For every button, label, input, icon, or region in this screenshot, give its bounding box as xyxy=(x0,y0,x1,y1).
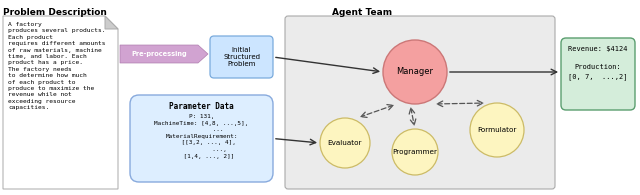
Text: Initial
Structured
Problem: Initial Structured Problem xyxy=(223,46,260,67)
Circle shape xyxy=(392,129,438,175)
Text: Agent Team: Agent Team xyxy=(332,8,392,17)
Text: Formulator: Formulator xyxy=(477,127,516,133)
Text: P: 131,
MachineTime: [4,8, ...,5],
         ...
MaterialRequirement:
    [[3,2, : P: 131, MachineTime: [4,8, ...,5], ... M… xyxy=(154,114,248,159)
Ellipse shape xyxy=(383,40,447,104)
Polygon shape xyxy=(105,16,118,29)
FancyBboxPatch shape xyxy=(210,36,273,78)
Text: Manager: Manager xyxy=(397,67,433,76)
Text: Problem Description: Problem Description xyxy=(3,8,107,17)
Circle shape xyxy=(470,103,524,157)
Polygon shape xyxy=(3,16,118,189)
Text: Pre-processing: Pre-processing xyxy=(131,51,187,57)
FancyBboxPatch shape xyxy=(561,38,635,110)
Text: Revenue: $4124

Production:
[0, 7,  ...,2]: Revenue: $4124 Production: [0, 7, ...,2] xyxy=(568,46,628,80)
Circle shape xyxy=(320,118,370,168)
Text: A factory
produces several products.
Each product
requires different amounts
of : A factory produces several products. Eac… xyxy=(8,22,106,110)
Polygon shape xyxy=(120,45,208,63)
FancyBboxPatch shape xyxy=(130,95,273,182)
FancyBboxPatch shape xyxy=(285,16,555,189)
Text: Parameter Data: Parameter Data xyxy=(169,102,234,111)
Text: Evaluator: Evaluator xyxy=(328,140,362,146)
Text: Programmer: Programmer xyxy=(392,149,438,155)
